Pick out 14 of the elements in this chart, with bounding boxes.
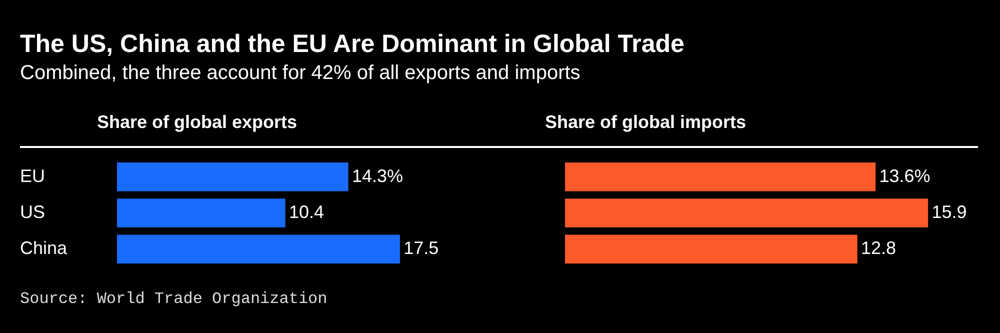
text: Combined, the three account for 42% of all exports and imports [20, 62, 580, 85]
y-tick-label: US [20, 202, 46, 222]
y-tick-label: EU [20, 166, 46, 186]
data-label: 14.3% [352, 166, 403, 186]
data-label: 13.6% [879, 166, 930, 186]
chart-title: Share of global imports [545, 112, 746, 133]
chart-title: Share of global exports [97, 112, 298, 133]
data-label: 17.5 [404, 238, 439, 258]
y-tick-label: China [20, 238, 68, 258]
source-note: Source: World Trade Organization [20, 290, 328, 308]
data-label: 10.4 [288, 202, 324, 222]
data-label: 12.8 [861, 238, 896, 258]
data-label: 15.9 [932, 202, 967, 222]
text: The US, China and the EU Are Dominant in Global Trade [20, 30, 684, 59]
